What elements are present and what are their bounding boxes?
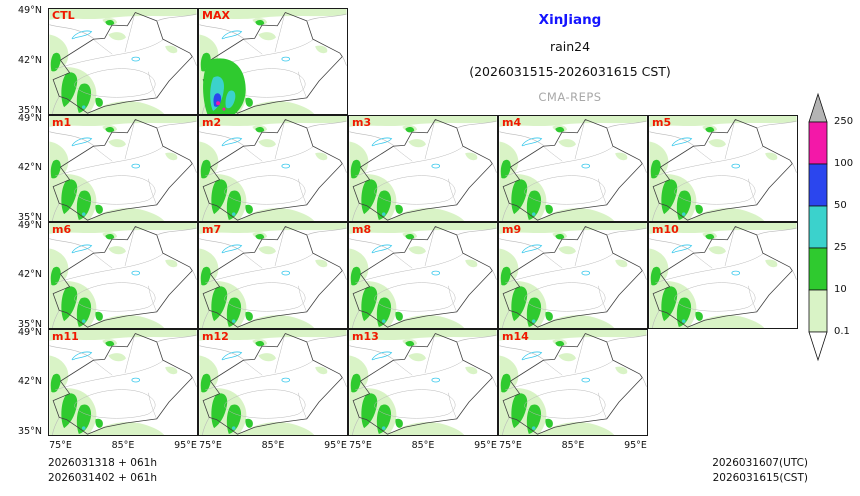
xinjiang-map xyxy=(49,330,197,435)
colorbar-scale xyxy=(808,92,828,362)
map-panel-ctl: CTL xyxy=(48,8,198,115)
map-panel-m13: m13 xyxy=(348,329,498,436)
xinjiang-map xyxy=(499,223,647,328)
xinjiang-map xyxy=(49,223,197,328)
lat-label: 35°N xyxy=(18,105,42,116)
map-panel-m6: m6 xyxy=(48,222,198,329)
map-panel-max: MAX xyxy=(198,8,348,115)
map-panel-m14: m14 xyxy=(498,329,648,436)
xinjiang-map xyxy=(499,330,647,435)
panel-label: m7 xyxy=(202,223,222,236)
xinjiang-map xyxy=(199,223,347,328)
lon-label: 75°E xyxy=(499,440,522,451)
valid-time-utc: 2026031607(UTC) xyxy=(712,457,808,469)
valid-time-block: 2026031607(UTC) 2026031615(CST) xyxy=(620,456,808,486)
lon-label: 95°E xyxy=(474,440,497,451)
panel-label: m1 xyxy=(52,116,72,129)
xinjiang-map xyxy=(199,116,347,221)
lat-label: 35°N xyxy=(18,319,42,330)
init-time-line: 2026031318 + 061h xyxy=(48,457,157,469)
map-panel-m9: m9 xyxy=(498,222,648,329)
lon-label: 75°E xyxy=(49,440,72,451)
valid-period: (2026031515-2026031615 CST) xyxy=(469,64,671,79)
colorbar-label: 10 xyxy=(834,284,847,295)
lat-label: 35°N xyxy=(18,426,42,437)
lat-label: 49°N xyxy=(18,5,42,16)
model-name: CMA-REPS xyxy=(538,90,602,104)
panel-label: m6 xyxy=(52,223,72,236)
map-panel-m5: m5 xyxy=(648,115,798,222)
lat-label: 42°N xyxy=(18,55,42,66)
xinjiang-map xyxy=(49,116,197,221)
panel-label: m10 xyxy=(652,223,679,236)
lon-label: 95°E xyxy=(324,440,347,451)
panel-label: MAX xyxy=(202,9,230,22)
lat-label: 42°N xyxy=(18,162,42,173)
panel-label: m12 xyxy=(202,330,229,343)
lat-label: 49°N xyxy=(18,327,42,338)
panel-label: m9 xyxy=(502,223,522,236)
xinjiang-map xyxy=(499,116,647,221)
panel-label: m4 xyxy=(502,116,522,129)
map-panel-m7: m7 xyxy=(198,222,348,329)
lon-label: 85°E xyxy=(261,440,285,451)
lat-label: 42°N xyxy=(18,376,42,387)
xinjiang-map xyxy=(349,223,497,328)
map-panel-m11: m11 xyxy=(48,329,198,436)
map-panel-m4: m4 xyxy=(498,115,648,222)
xinjiang-map xyxy=(49,9,197,114)
region-title: XinJiang xyxy=(538,12,602,28)
map-panel-m2: m2 xyxy=(198,115,348,222)
xinjiang-map xyxy=(199,9,347,114)
panel-label: m2 xyxy=(202,116,222,129)
colorbar: 250 100 50 25 10 0.1 xyxy=(808,92,860,372)
panel-label: m14 xyxy=(502,330,529,343)
lon-label: 85°E xyxy=(561,440,585,451)
lat-label: 49°N xyxy=(18,113,42,124)
xinjiang-map xyxy=(349,116,497,221)
panel-label: m8 xyxy=(352,223,372,236)
lat-label: 35°N xyxy=(18,212,42,223)
lon-label: 75°E xyxy=(349,440,372,451)
title-block: XinJiang rain24 (2026031515-2026031615 C… xyxy=(352,12,788,104)
colorbar-label: 100 xyxy=(834,158,854,169)
colorbar-label: 250 xyxy=(834,116,854,127)
panel-label: m5 xyxy=(652,116,672,129)
xinjiang-map xyxy=(199,330,347,435)
lon-label: 95°E xyxy=(174,440,197,451)
lon-label: 75°E xyxy=(199,440,222,451)
map-panel-m12: m12 xyxy=(198,329,348,436)
map-panel-m3: m3 xyxy=(348,115,498,222)
lon-label: 85°E xyxy=(411,440,435,451)
colorbar-label: 0.1 xyxy=(834,326,850,337)
map-panel-m1: m1 xyxy=(48,115,198,222)
lon-label: 95°E xyxy=(624,440,647,451)
colorbar-label: 25 xyxy=(834,242,847,253)
panel-label: m3 xyxy=(352,116,372,129)
xinjiang-map xyxy=(649,116,797,221)
panel-label: CTL xyxy=(52,9,75,22)
panel-label: m11 xyxy=(52,330,79,343)
map-panel-m10: m10 xyxy=(648,222,798,329)
valid-time-cst: 2026031615(CST) xyxy=(712,472,808,484)
variable-title: rain24 xyxy=(549,39,591,54)
lon-label: 85°E xyxy=(111,440,135,451)
colorbar-label: 50 xyxy=(834,200,847,211)
xinjiang-map xyxy=(649,223,797,328)
lat-label: 49°N xyxy=(18,220,42,231)
lat-label: 42°N xyxy=(18,269,42,280)
panel-label: m13 xyxy=(352,330,379,343)
init-time-line: 2026031402 + 061h xyxy=(48,472,157,484)
map-panel-m8: m8 xyxy=(348,222,498,329)
init-time-block: 2026031318 + 061h 2026031402 + 061h xyxy=(48,456,157,486)
xinjiang-map xyxy=(349,330,497,435)
